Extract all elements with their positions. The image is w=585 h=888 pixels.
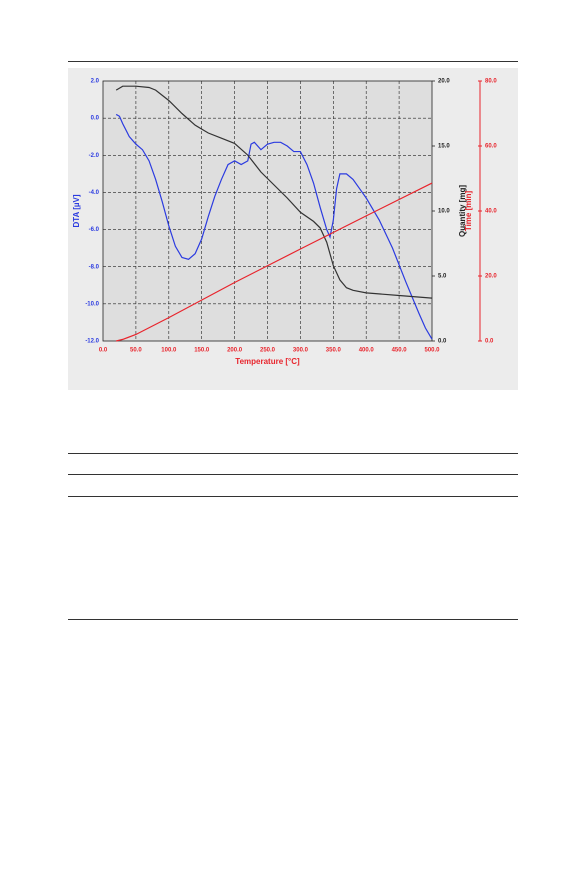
rule [68, 61, 518, 62]
x-tick-label: 0.0 [99, 348, 108, 354]
rule [68, 474, 518, 475]
rule [68, 496, 518, 497]
data-line [115, 85, 433, 299]
y3-tick-label: 80.0 [485, 79, 497, 85]
x-tick-label: 150.0 [194, 348, 210, 354]
x-tick-label: 350.0 [326, 348, 342, 354]
y2-tick-label: 20.0 [438, 79, 450, 85]
y2-tick-label: 0.0 [438, 339, 447, 345]
y3-tick-label: 40.0 [485, 209, 497, 215]
y3-axis-title: Time [min] [464, 191, 473, 232]
y-tick-label: -2.0 [89, 153, 100, 159]
y2-tick-label: 10.0 [438, 209, 450, 215]
y-tick-label: 0.0 [91, 116, 100, 122]
x-axis-title: Temperature [°C] [235, 357, 300, 366]
x-tick-label: 450.0 [392, 348, 408, 354]
y-tick-label: 2.0 [91, 79, 100, 85]
y-tick-label: -10.0 [85, 301, 99, 307]
data-line [115, 113, 433, 340]
y3-tick-label: 0.0 [485, 339, 494, 345]
y2-tick-label: 5.0 [438, 274, 447, 280]
x-tick-label: 500.0 [424, 348, 440, 354]
rule [68, 453, 518, 454]
y3-tick-label: 60.0 [485, 144, 497, 150]
y-tick-label: -8.0 [89, 264, 100, 270]
chart: 0.0 50.0 100.0 150.0 200.0 250.0 300.0 350.0 400… [68, 68, 518, 390]
y-tick-label: -6.0 [89, 227, 100, 233]
data-line [116, 182, 433, 342]
rule [68, 619, 518, 620]
x-tick-label: 300.0 [293, 348, 309, 354]
y-axis-title: DTA [µV] [72, 194, 81, 227]
x-tick-label: 200.0 [227, 348, 243, 354]
y3-tick-label: 20.0 [485, 274, 497, 280]
y2-axis-title: Quantity [mg] [458, 185, 467, 237]
x-tick-label: 400.0 [359, 348, 375, 354]
x-tick-label: 50.0 [130, 348, 142, 354]
y2-tick-label: 15.0 [438, 144, 450, 150]
x-tick-label: 250.0 [260, 348, 276, 354]
x-tick-label: 100.0 [161, 348, 177, 354]
y-tick-label: -12.0 [85, 339, 99, 345]
y-tick-label: -4.0 [89, 190, 100, 196]
